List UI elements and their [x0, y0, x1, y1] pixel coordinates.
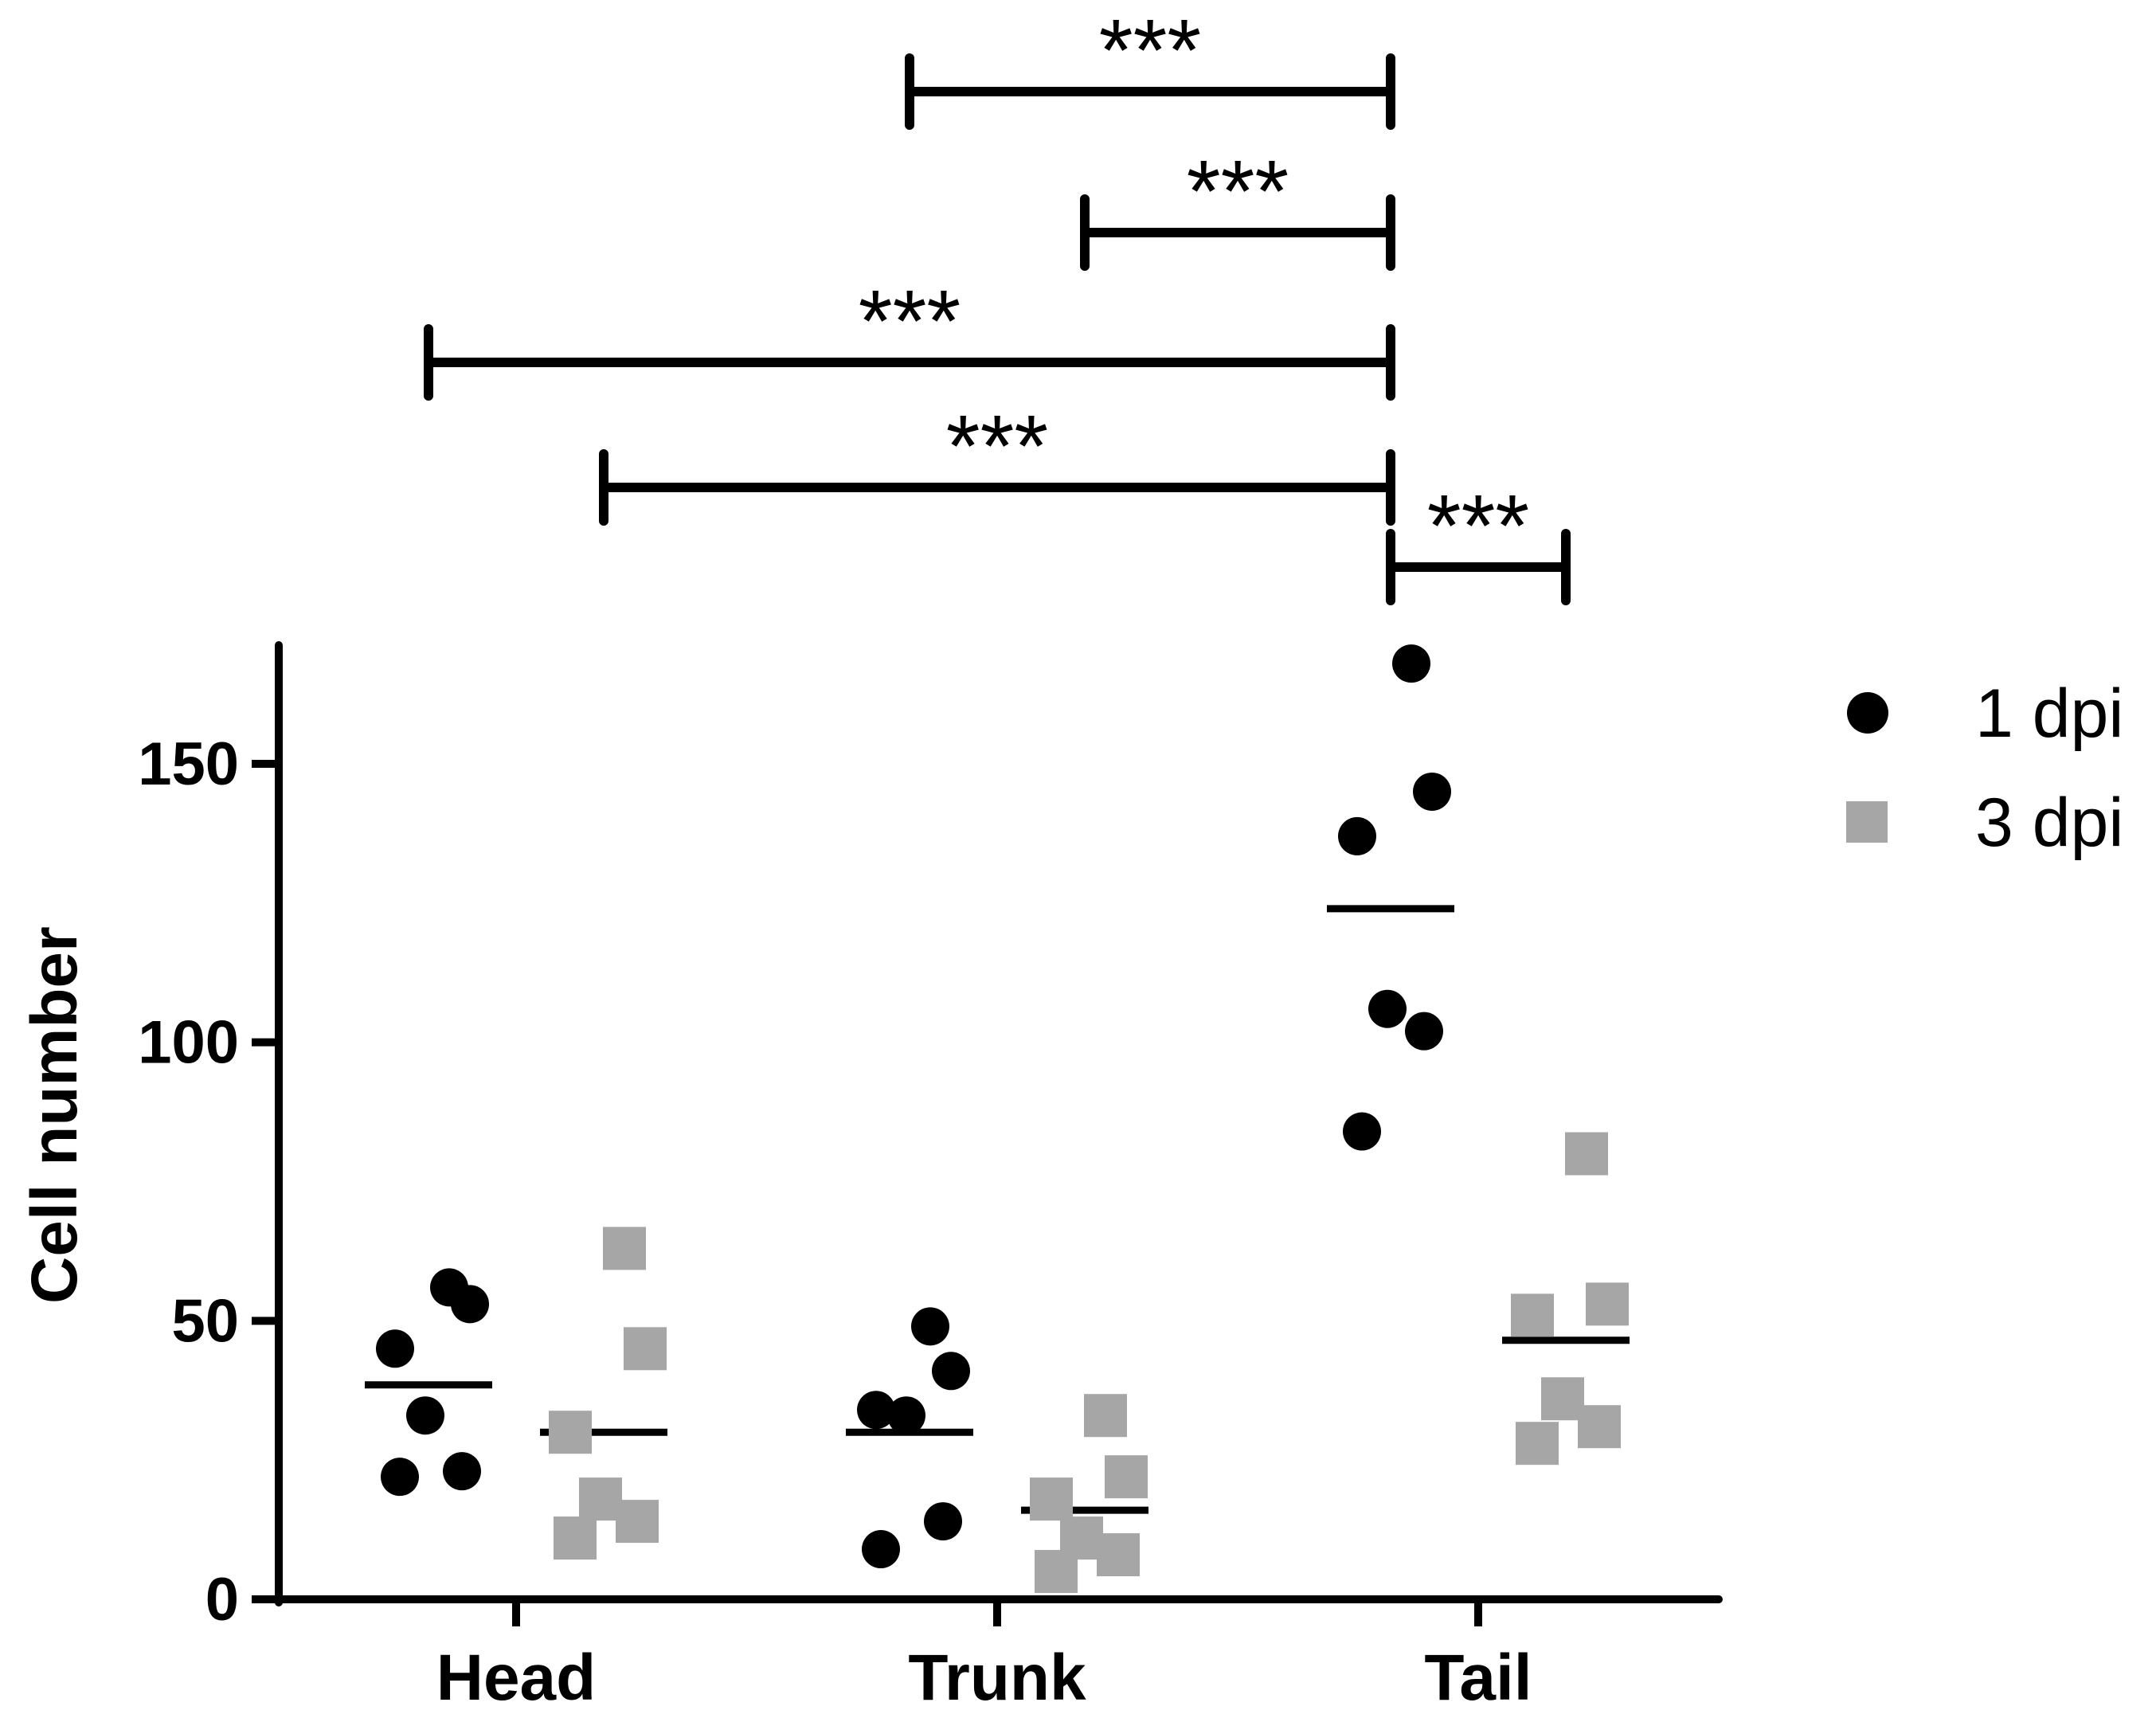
data-point-circle: [1343, 1112, 1381, 1151]
significance-brackets: *** *** *** *** ***: [424, 2, 1571, 605]
y-tick-label: 100: [138, 1009, 239, 1077]
legend-label: 1 dpi: [1975, 675, 2124, 752]
data-point-circle: [857, 1391, 895, 1430]
data-point-square: [1578, 1405, 1621, 1449]
significance-stars: ***: [859, 272, 961, 370]
data-point-square: [1030, 1477, 1073, 1521]
data-point-square: [549, 1411, 592, 1454]
significance-stars: ***: [946, 397, 1048, 495]
data-point-square: [1105, 1455, 1148, 1499]
legend: 1 dpi 3 dpi: [1846, 675, 2124, 861]
x-tick-label-head: Head: [436, 1642, 597, 1714]
axes: [272, 641, 1723, 1606]
data-point-square: [1097, 1533, 1140, 1577]
data-point-circle: [887, 1396, 925, 1435]
y-tick-label: 50: [171, 1287, 239, 1355]
data-point-square: [1565, 1132, 1608, 1176]
data-point-circle: [1405, 1012, 1443, 1051]
data-point-square: [624, 1327, 667, 1371]
data-point-square: [603, 1227, 646, 1270]
x-tick-label-trunk: Trunk: [908, 1642, 1086, 1714]
x-tick-label-tail: Tail: [1424, 1642, 1532, 1714]
data-point-circle: [376, 1329, 414, 1368]
significance-stars: ***: [1099, 2, 1201, 100]
data-point-square: [1511, 1293, 1554, 1337]
data-point-square: [1516, 1422, 1559, 1466]
data-point-circle: [1368, 989, 1407, 1028]
data-point-circle: [443, 1452, 481, 1491]
legend-label: 3 dpi: [1975, 785, 2124, 861]
data-point-circle: [406, 1396, 444, 1435]
legend-marker-circle: [1847, 692, 1888, 734]
data-point-square: [1084, 1394, 1127, 1438]
data-point-circle: [1413, 772, 1451, 811]
data-point-square: [1035, 1550, 1078, 1594]
data-point-circle: [911, 1307, 949, 1346]
data-point-circle: [1392, 644, 1430, 683]
data-point-square: [1586, 1282, 1629, 1326]
data-point-square: [579, 1477, 622, 1521]
x-axis-ticks: Head Trunk Tail: [436, 1599, 1532, 1714]
data-point-square: [1541, 1377, 1584, 1421]
data-point-square: [616, 1500, 659, 1544]
data-point-circle: [381, 1458, 419, 1497]
data-point-circle: [1338, 816, 1376, 855]
y-tick-label: 150: [138, 730, 239, 798]
data-point-circle: [924, 1502, 962, 1541]
data-point-circle: [862, 1530, 900, 1569]
y-tick-label: 0: [205, 1566, 239, 1634]
y-axis-title: Cell number: [18, 926, 91, 1304]
data-point-square: [554, 1516, 597, 1560]
data-point-circle: [451, 1285, 489, 1324]
significance-stars: ***: [1427, 477, 1529, 575]
legend-marker-square: [1846, 801, 1888, 843]
y-axis-ticks: 0 50 100 150: [138, 730, 279, 1634]
data-points: [376, 644, 1629, 1594]
significance-stars: ***: [1187, 143, 1289, 241]
data-point-circle: [932, 1352, 970, 1391]
